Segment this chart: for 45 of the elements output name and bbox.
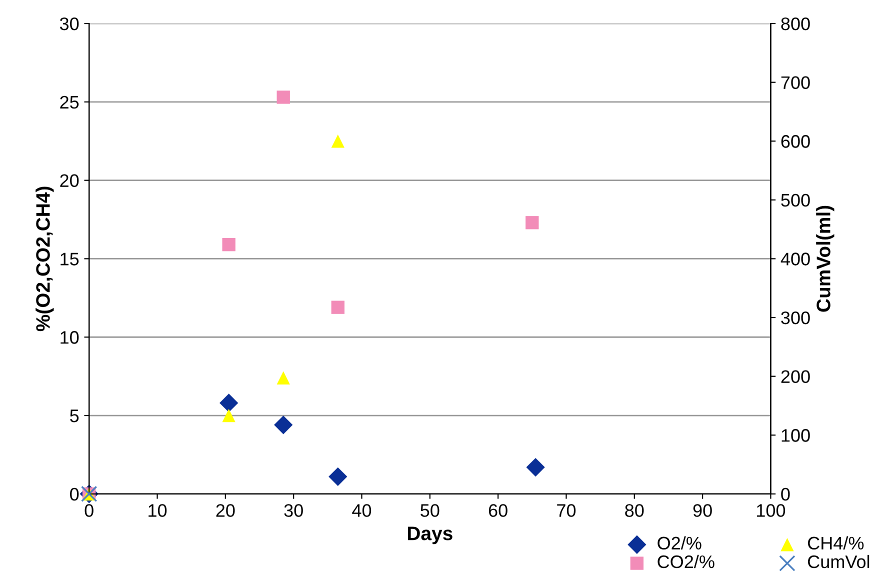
- y2-tick-label: 0: [781, 488, 790, 501]
- y-tick-label: 0: [70, 488, 79, 501]
- point: [526, 216, 539, 230]
- x-tick-label: 0: [84, 504, 94, 517]
- x-tick-label: 10: [148, 504, 167, 517]
- point: [331, 134, 344, 148]
- legend-label: O2/%: [658, 536, 702, 550]
- x-tick-label: 80: [625, 504, 644, 517]
- y-tick-label: 20: [60, 174, 79, 188]
- legend-label: CH4/%: [808, 536, 864, 550]
- x-tick-label: 20: [216, 504, 235, 517]
- x-tick-label: 50: [420, 504, 440, 517]
- point: [222, 238, 236, 252]
- x-tick-label: 60: [488, 504, 508, 517]
- point: [274, 416, 293, 434]
- point: [276, 90, 290, 104]
- y-axis-title: %(O2,CO2,CH4): [36, 186, 54, 332]
- x-tick-label: 90: [693, 504, 712, 517]
- legend-label: CumVol: [808, 554, 870, 568]
- point: [220, 394, 238, 412]
- y2-axis-title: CumVol(ml): [816, 206, 834, 312]
- x-tick-label: 40: [352, 504, 372, 517]
- y-tick-label: 5: [70, 410, 79, 422]
- y2-tick-label: 700: [781, 76, 810, 90]
- x-tick-label: 70: [557, 504, 576, 517]
- point: [331, 300, 344, 314]
- y2-tick-label: 800: [781, 17, 810, 30]
- x-axis-title: Days: [408, 526, 452, 544]
- x-tick-label: 30: [284, 504, 303, 517]
- x-tick-label: 100: [757, 504, 786, 517]
- y2-tick-label: 400: [780, 252, 810, 266]
- y2-tick-label: 200: [781, 370, 810, 384]
- y-tick-label: 15: [60, 252, 79, 266]
- point: [526, 458, 545, 477]
- y2-tick-label: 100: [782, 429, 810, 442]
- y-tick-label: 30: [60, 17, 79, 30]
- y2-tick-label: 300: [781, 311, 810, 324]
- point: [276, 371, 290, 384]
- y2-tick-label: 500: [781, 194, 810, 207]
- point: [328, 467, 348, 486]
- y-tick-label: 10: [60, 331, 79, 344]
- y2-tick-label: 600: [781, 135, 810, 148]
- legend-label: CO2/%: [658, 554, 714, 568]
- point: [222, 408, 236, 422]
- y-tick-label: 25: [60, 96, 79, 109]
